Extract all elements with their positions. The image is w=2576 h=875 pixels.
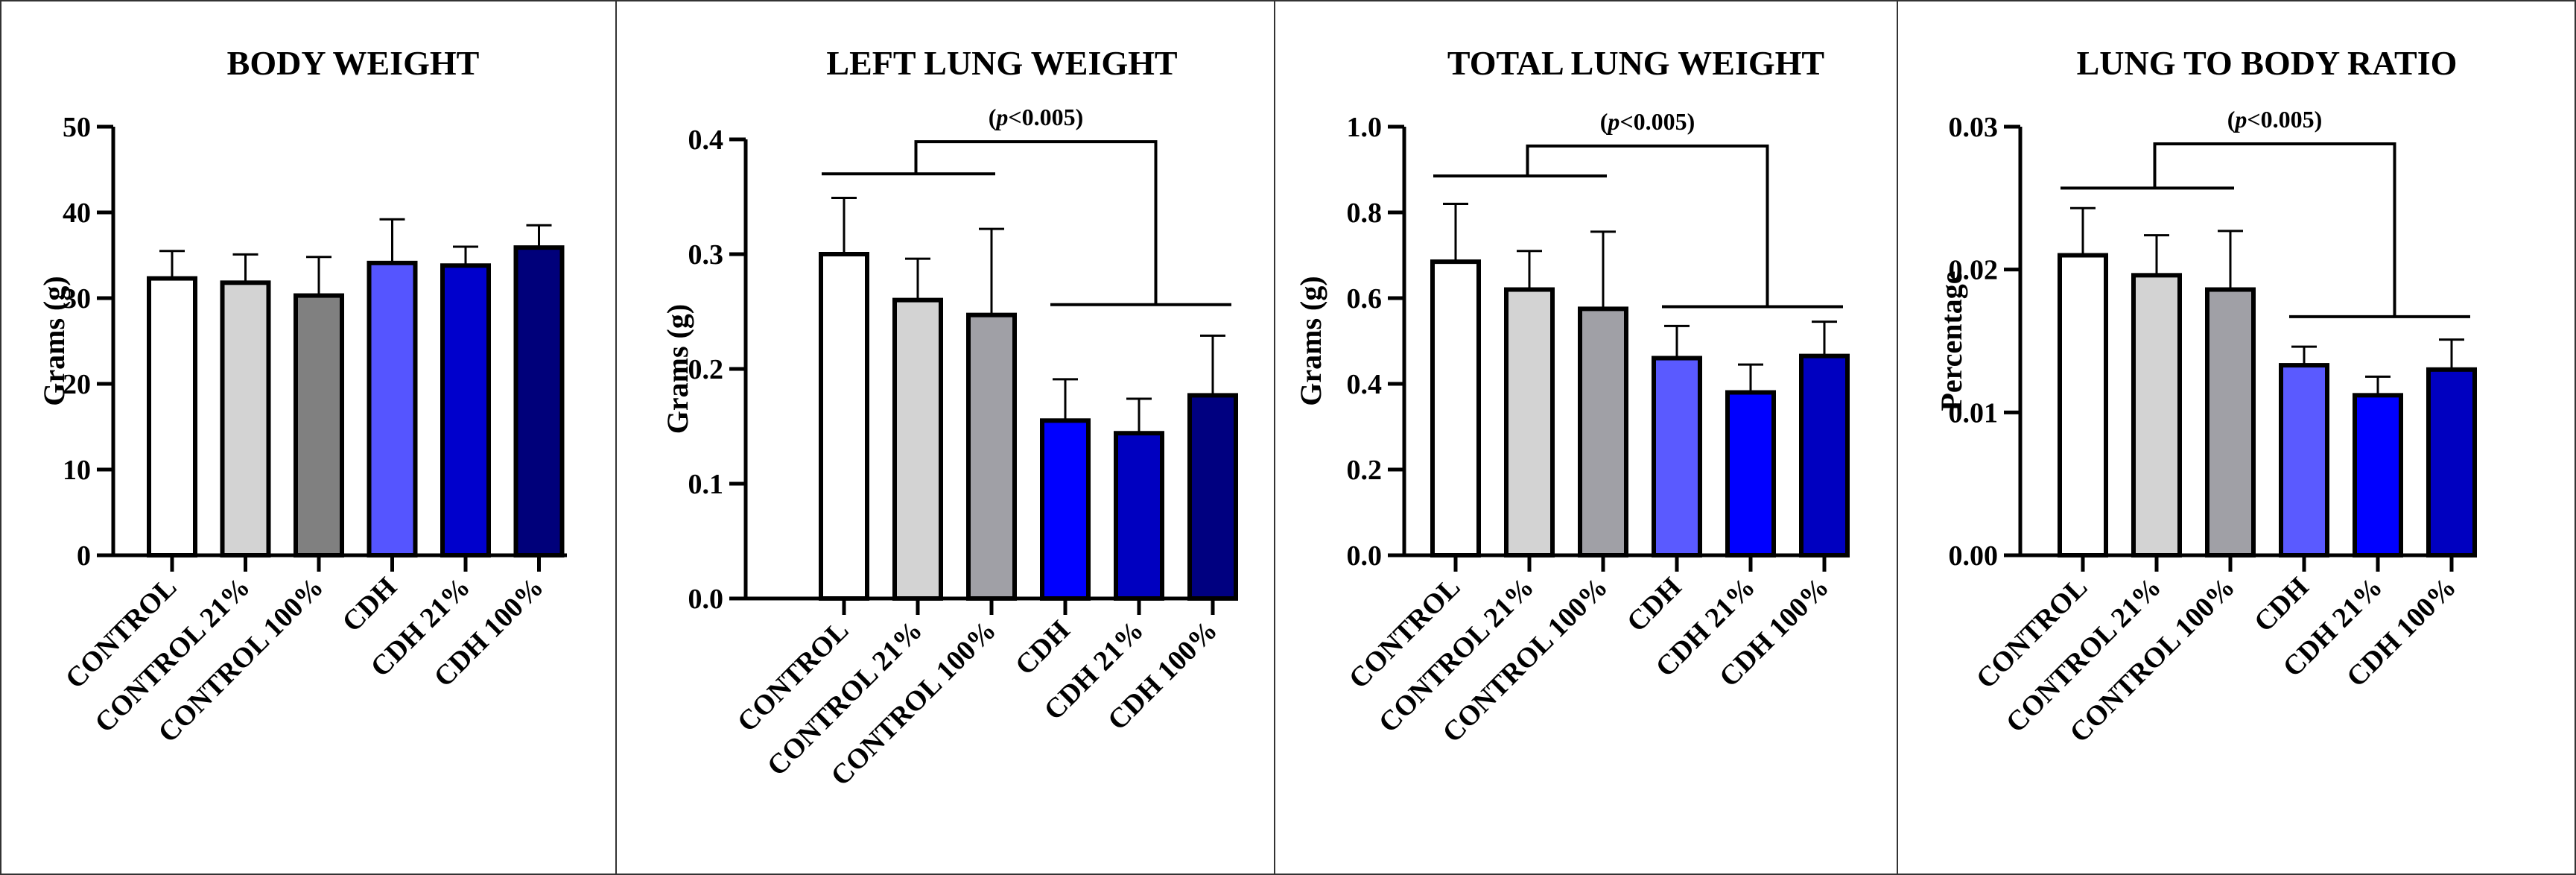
p-value-p: p [994, 104, 1008, 130]
p-value-p: p [2233, 106, 2247, 133]
p-value-label: (p<0.005) [2227, 106, 2323, 133]
bar [1799, 353, 1850, 557]
x-tick-label: CDH [1009, 615, 1076, 681]
bar [1652, 356, 1702, 557]
x-tick-label: CDH [2248, 572, 2315, 638]
bar [1504, 287, 1555, 557]
y-tick-label: 0.0 [1347, 540, 1383, 572]
p-value-threshold: <0.005) [2247, 106, 2322, 133]
y-tick-label: 10 [63, 455, 91, 486]
bar [2426, 367, 2477, 558]
y-tick-label: 0.2 [1347, 455, 1383, 486]
y-tick-label: 1.0 [1347, 112, 1383, 143]
panel-4: LUNG TO BODY RATIO Percentage 0.00 0.01 0.02… [1897, 0, 2477, 875]
bar [1187, 393, 1238, 601]
significance-bracket [914, 140, 1158, 305]
y-tick-label: 20 [63, 369, 91, 400]
y-tick-label: 0.2 [688, 354, 724, 385]
chart-title: BODY WEIGHT [227, 44, 480, 82]
bar [2353, 393, 2403, 557]
bar [220, 280, 271, 557]
panel-3: TOTAL LUNG WEIGHT Grams (g) 0.0 0.2 0.4 0.6 0.… [1274, 0, 1850, 875]
y-axis-label: Grams (g) [1294, 276, 1327, 405]
y-tick-label: 0.02 [1949, 255, 1999, 286]
p-value-open: ( [1600, 108, 1608, 135]
panel-2: LEFT LUNG WEIGHT Grams (g) 0.0 0.1 0.2 0.3 0.4… [615, 0, 1238, 875]
bar [966, 312, 1017, 601]
bar [1430, 259, 1481, 557]
p-value-open: ( [989, 104, 997, 130]
x-tick-label: CDH [336, 572, 402, 638]
y-tick-label: 0.03 [1949, 112, 1999, 143]
bar [1040, 418, 1091, 601]
y-tick-label: 0.3 [688, 239, 724, 271]
bar [2205, 287, 2256, 557]
y-axis-label: Grams (g) [37, 276, 71, 405]
bar [147, 276, 197, 557]
y-tick-label: 0.0 [688, 584, 724, 615]
bar [294, 293, 344, 557]
bar [2131, 273, 2182, 557]
chart-title: LUNG TO BODY RATIO [2077, 44, 2458, 82]
chart-title: TOTAL LUNG WEIGHT [1447, 44, 1824, 82]
p-value-label: (p<0.005) [1600, 108, 1695, 135]
y-tick-label: 0.00 [1949, 540, 1999, 572]
p-value-threshold: <0.005) [1619, 108, 1695, 135]
y-axis-label: Grams (g) [661, 304, 694, 434]
chart-title: LEFT LUNG WEIGHT [826, 44, 1177, 82]
y-tick-label: 0.4 [1347, 369, 1383, 400]
p-value-threshold: <0.005) [1008, 104, 1083, 130]
bar [2058, 253, 2108, 557]
y-tick-label: 0.8 [1347, 198, 1383, 229]
bar [892, 297, 943, 601]
y-tick-label: 0 [77, 540, 91, 572]
bar [367, 260, 418, 557]
bar [1114, 431, 1164, 601]
significance-bracket [2153, 142, 2396, 317]
y-tick-label: 0.4 [688, 124, 724, 156]
y-axis-label: Percentage [1935, 271, 1968, 411]
bar [440, 263, 491, 557]
y-tick-label: 30 [63, 283, 91, 315]
p-value-label: (p<0.005) [989, 104, 1084, 130]
bar [819, 252, 869, 601]
y-tick-label: 40 [63, 198, 91, 229]
bar [1725, 390, 1776, 557]
bar [513, 245, 565, 557]
y-tick-label: 0.1 [688, 469, 724, 500]
bar [1578, 306, 1628, 557]
p-value-open: ( [2227, 106, 2236, 133]
bar [2279, 363, 2329, 558]
x-tick-label: CDH [1621, 572, 1687, 638]
p-value-p: p [1605, 108, 1619, 135]
y-tick-label: 50 [63, 112, 91, 143]
significance-bracket [1526, 144, 1769, 307]
y-tick-label: 0.6 [1347, 283, 1383, 315]
y-tick-label: 0.01 [1949, 397, 1999, 429]
